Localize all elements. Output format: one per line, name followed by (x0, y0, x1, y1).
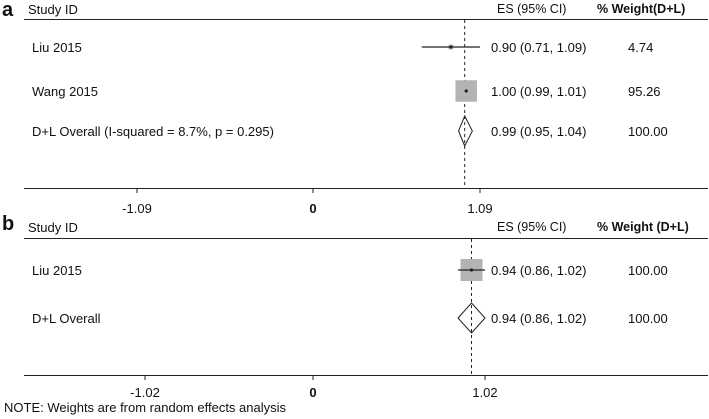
panel-a-row-label: Liu 2015 (32, 40, 82, 55)
panel-a-weight-value: 95.26 (628, 84, 661, 99)
panel-a-letter: a (2, 0, 14, 21)
panel-a-row-label: D+L Overall (I-squared = 8.7%, p = 0.295… (32, 124, 274, 139)
panel-a-top-rule (24, 19, 708, 20)
panel-b-xtick: -1.02 (130, 385, 160, 400)
panel-b-weight-header: % Weight (D+L) (597, 220, 689, 234)
overall-diamond (457, 302, 486, 334)
panel-b-xtick: 0 (309, 385, 317, 400)
panel-a-axis-line (24, 188, 708, 189)
panel-a-es-value: 0.90 (0.71, 1.09) (491, 40, 587, 55)
panel-a-weight-value: 100.00 (628, 124, 668, 139)
panel-b-row-label: D+L Overall (32, 311, 101, 326)
panel-b-study-header: Study ID (28, 220, 78, 235)
panel-a-xtick: -1.09 (122, 201, 152, 216)
panel-b-letter: b (2, 213, 15, 235)
panel-b-es-value: 0.94 (0.86, 1.02) (491, 311, 587, 326)
panel-b-weight-value: 100.00 (628, 311, 668, 326)
point-estimate-dot (469, 268, 474, 272)
point-estimate-dot (464, 89, 468, 93)
panel-b-weight-value: 100.00 (628, 263, 668, 278)
panel-b-axis-line (24, 375, 708, 376)
footnote: NOTE: Weights are from random effects an… (4, 400, 287, 415)
point-estimate-dot (449, 45, 453, 49)
panel-b-row-label: Liu 2015 (32, 263, 82, 278)
panel-b-es-header: ES (95% CI) (497, 220, 567, 234)
panel-a-study-header: Study ID (28, 2, 78, 17)
overall-diamond (458, 114, 473, 148)
panel-a-weight-header: % Weight(D+L) (597, 2, 686, 16)
panel-b-xtick: 1.02 (472, 385, 498, 400)
panel-a-row-label: Wang 2015 (32, 84, 99, 99)
panel-b-es-value: 0.94 (0.86, 1.02) (491, 263, 587, 278)
panel-a-es-header: ES (95% CI) (497, 2, 567, 16)
panel-a-weight-value: 4.74 (628, 40, 654, 55)
panel-a-xtick: 0 (309, 201, 317, 216)
panel-a-es-value: 0.99 (0.95, 1.04) (491, 124, 587, 139)
panel-a-es-value: 1.00 (0.99, 1.01) (491, 84, 587, 99)
panel-b-top-rule (24, 238, 708, 239)
panel-a-xtick: 1.09 (467, 201, 493, 216)
